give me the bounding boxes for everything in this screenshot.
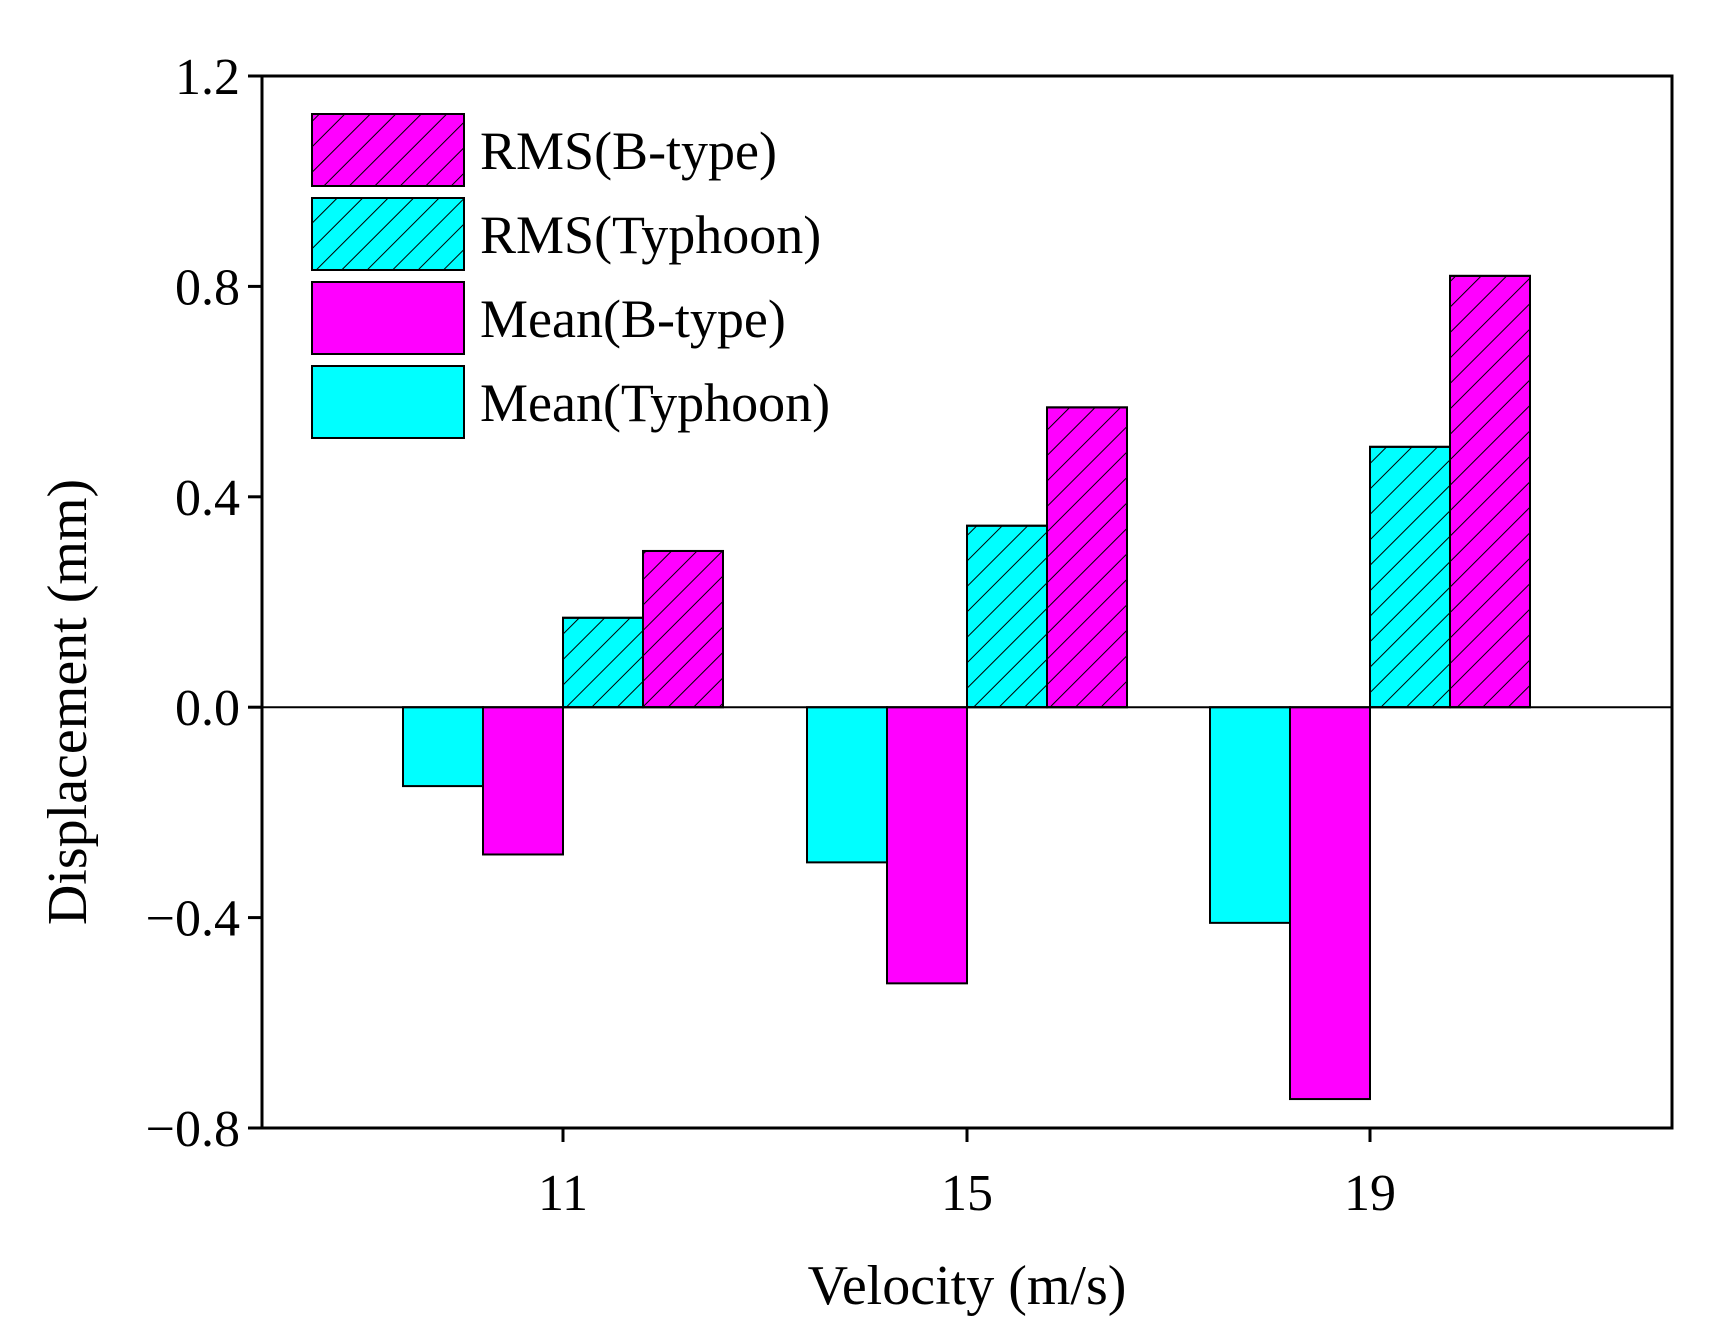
bar-hatch-rms-b-type-19 — [1449, 274, 1531, 709]
legend-label-rms-typhoon: RMS(Typhoon) — [480, 205, 821, 265]
legend-label-rms-b-type: RMS(B-type) — [480, 121, 777, 181]
x-tick-label: 11 — [538, 1165, 588, 1222]
y-tick-label: 0.4 — [175, 470, 240, 527]
bar-mean-typhoon-15 — [806, 706, 888, 864]
x-tick-label: 19 — [1344, 1165, 1396, 1222]
bar-hatch-rms-typhoon-19 — [1369, 445, 1451, 709]
x-ticks: 11 15 19 — [538, 1128, 1396, 1222]
bar-hatch-rms-typhoon-11 — [562, 616, 644, 709]
bar-mean-typhoon-11 — [402, 706, 484, 788]
bar-mean-b-type-15 — [886, 706, 968, 985]
legend-swatch-hatch-rms-typhoon — [311, 197, 465, 271]
bar-mean-typhoon-19 — [1209, 706, 1291, 924]
y-ticks: −0.8 −0.4 0.0 0.4 0.8 1.2 — [146, 49, 262, 1158]
y-axis-title: Displacement (mm) — [37, 479, 99, 925]
legend-label-mean-typhoon: Mean(Typhoon) — [480, 373, 830, 433]
y-tick-label: 1.2 — [175, 49, 240, 106]
bar-mean-b-type-19 — [1289, 706, 1371, 1101]
legend-swatch-mean-b-type — [311, 281, 465, 355]
legend-swatch-hatch-rms-b-type — [311, 113, 465, 187]
x-axis-title: Velocity (m/s) — [808, 1255, 1127, 1317]
y-tick-label: −0.8 — [146, 1101, 240, 1158]
y-tick-label: 0.0 — [175, 680, 240, 737]
bars — [402, 274, 1531, 1101]
legend-swatch-mean-typhoon — [311, 365, 465, 439]
bar-hatch-rms-typhoon-15 — [966, 524, 1048, 709]
y-tick-label: −0.4 — [146, 891, 240, 948]
bar-hatch-rms-b-type-15 — [1046, 406, 1128, 709]
legend-label-mean-b-type: Mean(B-type) — [480, 289, 786, 349]
x-tick-label: 15 — [941, 1165, 993, 1222]
bar-hatch-rms-b-type-11 — [642, 549, 724, 709]
legend: RMS(B-type) RMS(Typhoon) Mean(B-type) Mean(… — [311, 113, 830, 439]
y-tick-label: 0.8 — [175, 259, 240, 316]
bar-mean-b-type-11 — [482, 706, 564, 856]
